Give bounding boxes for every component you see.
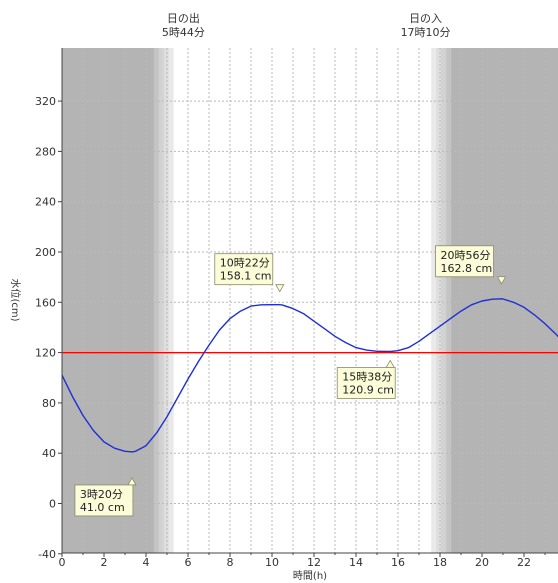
y-tick-label: 320 xyxy=(35,95,56,108)
y-tick-label: 80 xyxy=(42,397,56,410)
x-tick-label: 4 xyxy=(143,556,150,569)
daylight-band xyxy=(173,48,432,553)
y-tick-label: 160 xyxy=(35,296,56,309)
x-tick-label: 12 xyxy=(307,556,321,569)
sun-labels: 日の出 5時44分 日の入 17時10分 xyxy=(162,11,451,39)
callout-value: 120.9 cm xyxy=(342,383,394,396)
callout-time: 20時56分 xyxy=(441,249,491,262)
sunrise-label: 日の出 xyxy=(167,11,200,25)
callout-box xyxy=(74,484,134,517)
callout-time: 10時22分 xyxy=(220,257,270,270)
x-tick-label: 14 xyxy=(349,556,363,569)
series-layer xyxy=(61,298,558,453)
callout-value: 41.0 cm xyxy=(80,501,125,514)
x-tick-label: 18 xyxy=(433,556,447,569)
y-tick-label: 200 xyxy=(35,246,56,259)
callout-pointer xyxy=(275,284,285,293)
x-tick-label: 2 xyxy=(101,556,108,569)
sunrise-time: 5時44分 xyxy=(162,26,205,39)
callout-value: 158.1 cm xyxy=(220,270,272,283)
y-axis-label: 水位(cm) xyxy=(9,278,22,321)
y-tick-label: 0 xyxy=(49,498,56,511)
y-tick-label: -40 xyxy=(38,548,56,561)
y-tick-label: 40 xyxy=(42,447,56,460)
x-tick-label: 10 xyxy=(265,556,279,569)
y-tick-label: 240 xyxy=(35,196,56,209)
x-tick-label: 22 xyxy=(517,556,531,569)
x-tick-label: 16 xyxy=(391,556,405,569)
x-tick-label: 20 xyxy=(475,556,489,569)
sunset-label: 日の入 xyxy=(409,12,442,25)
tide-level-line xyxy=(61,298,558,453)
callout-pointer xyxy=(496,276,507,285)
callout-box xyxy=(336,367,396,399)
callout-time: 3時20分 xyxy=(80,488,123,501)
sunset-time: 17時10分 xyxy=(401,26,451,39)
y-tick-label: 120 xyxy=(35,347,56,360)
y-tick-label: 280 xyxy=(35,145,56,158)
night-day-shading xyxy=(62,48,558,553)
x-tick-label: 8 xyxy=(227,556,234,569)
callout-time: 15時38分 xyxy=(342,370,392,383)
x-tick-label: 0 xyxy=(59,556,66,569)
x-tick-label: 6 xyxy=(185,556,192,569)
callout-box xyxy=(214,253,274,286)
callout-box xyxy=(435,245,494,278)
x-axis-label: 時間(h) xyxy=(293,570,327,582)
callout-value: 162.8 cm xyxy=(441,262,493,275)
